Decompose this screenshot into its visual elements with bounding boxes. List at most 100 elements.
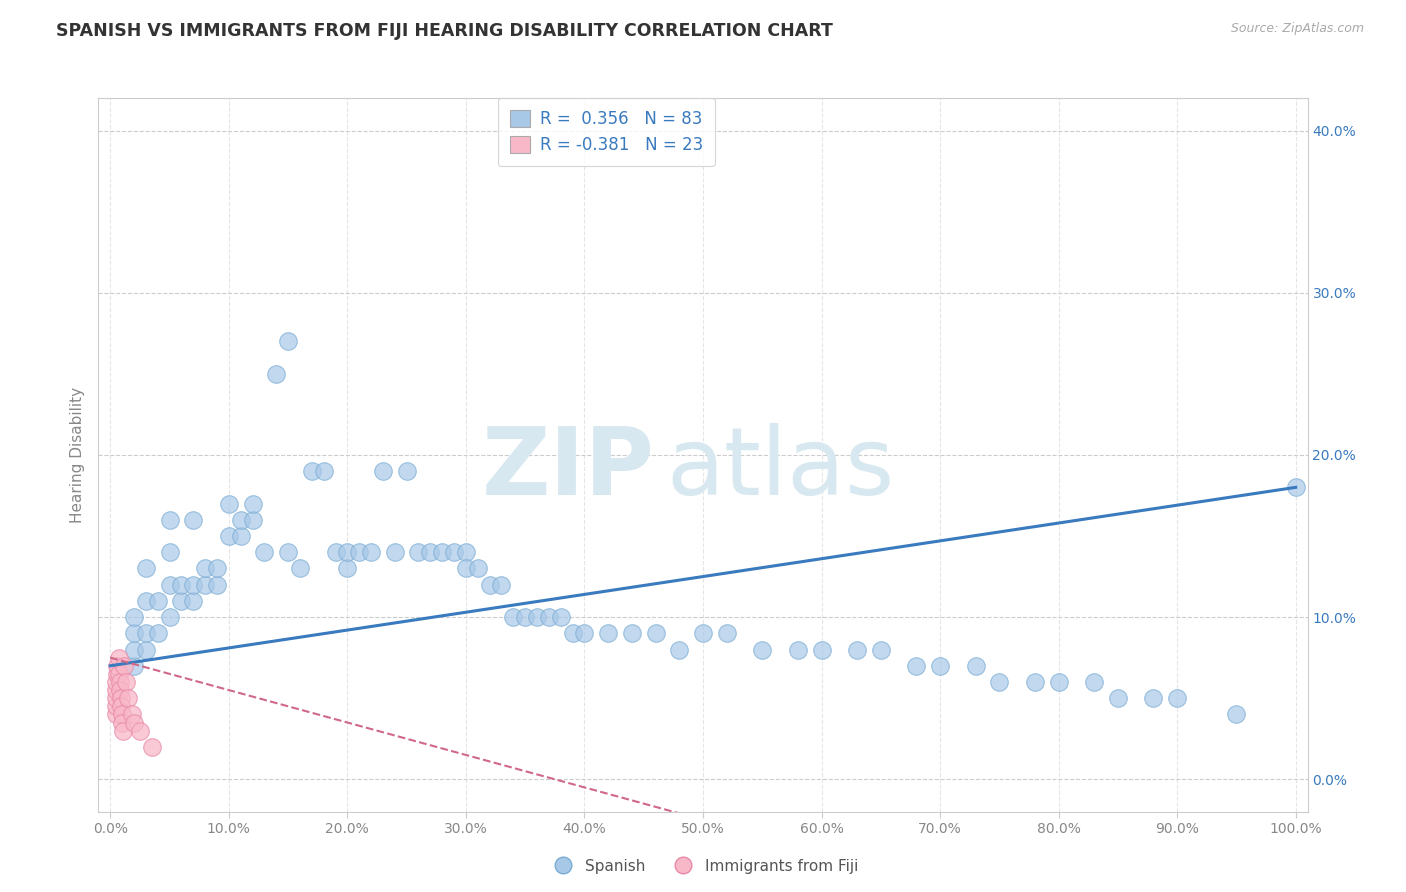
Point — [692, 626, 714, 640]
Point — [336, 561, 359, 575]
Point — [105, 691, 128, 706]
Point — [159, 577, 181, 591]
Point — [105, 658, 128, 673]
Point — [360, 545, 382, 559]
Point — [108, 683, 131, 698]
Point — [620, 626, 643, 640]
Point — [408, 545, 430, 559]
Point — [107, 666, 129, 681]
Point — [347, 545, 370, 559]
Point — [574, 626, 596, 640]
Point — [218, 529, 240, 543]
Point — [253, 545, 276, 559]
Point — [1107, 691, 1129, 706]
Text: ZIP: ZIP — [482, 423, 655, 516]
Point — [135, 642, 157, 657]
Point — [170, 594, 193, 608]
Point — [384, 545, 406, 559]
Point — [786, 642, 808, 657]
Point — [277, 334, 299, 349]
Legend: Spanish, Immigrants from Fiji: Spanish, Immigrants from Fiji — [541, 853, 865, 880]
Point — [312, 464, 335, 478]
Point — [112, 723, 135, 738]
Point — [159, 610, 181, 624]
Point — [242, 513, 264, 527]
Point — [218, 497, 240, 511]
Point — [121, 707, 143, 722]
Point — [443, 545, 465, 559]
Point — [141, 739, 163, 754]
Point — [122, 610, 145, 624]
Point — [288, 561, 311, 575]
Point — [205, 577, 228, 591]
Point — [194, 561, 217, 575]
Point — [181, 513, 204, 527]
Point — [1166, 691, 1188, 706]
Point — [111, 707, 134, 722]
Point — [159, 545, 181, 559]
Legend: R =  0.356   N = 83, R = -0.381   N = 23: R = 0.356 N = 83, R = -0.381 N = 23 — [498, 98, 714, 166]
Point — [550, 610, 572, 624]
Point — [1285, 480, 1308, 494]
Point — [395, 464, 418, 478]
Point — [515, 610, 537, 624]
Text: Source: ZipAtlas.com: Source: ZipAtlas.com — [1230, 22, 1364, 36]
Point — [810, 642, 832, 657]
Point — [846, 642, 869, 657]
Point — [135, 594, 157, 608]
Text: atlas: atlas — [666, 423, 896, 516]
Point — [117, 691, 139, 706]
Point — [325, 545, 347, 559]
Point — [371, 464, 394, 478]
Text: SPANISH VS IMMIGRANTS FROM FIJI HEARING DISABILITY CORRELATION CHART: SPANISH VS IMMIGRANTS FROM FIJI HEARING … — [56, 22, 834, 40]
Point — [419, 545, 441, 559]
Point — [146, 594, 169, 608]
Point — [111, 715, 134, 730]
Point — [668, 642, 690, 657]
Point — [454, 561, 477, 575]
Point — [929, 658, 952, 673]
Point — [1083, 675, 1105, 690]
Point — [110, 699, 132, 714]
Point — [716, 626, 738, 640]
Point — [181, 577, 204, 591]
Point — [242, 497, 264, 511]
Point — [129, 723, 152, 738]
Point — [454, 545, 477, 559]
Point — [135, 626, 157, 640]
Point — [988, 675, 1011, 690]
Point — [105, 707, 128, 722]
Point — [869, 642, 891, 657]
Point — [1142, 691, 1164, 706]
Point — [181, 594, 204, 608]
Point — [301, 464, 323, 478]
Point — [114, 658, 136, 673]
Point — [905, 658, 928, 673]
Point — [105, 675, 128, 690]
Point — [229, 513, 252, 527]
Point — [526, 610, 548, 624]
Point — [751, 642, 773, 657]
Point — [478, 577, 501, 591]
Point — [1225, 707, 1247, 722]
Point — [110, 691, 132, 706]
Point — [229, 529, 252, 543]
Point — [502, 610, 524, 624]
Point — [205, 561, 228, 575]
Point — [122, 715, 145, 730]
Point — [135, 561, 157, 575]
Point — [122, 626, 145, 640]
Point — [159, 513, 181, 527]
Point — [537, 610, 560, 624]
Point — [491, 577, 513, 591]
Point — [146, 626, 169, 640]
Y-axis label: Hearing Disability: Hearing Disability — [70, 387, 86, 523]
Point — [598, 626, 620, 640]
Point — [467, 561, 489, 575]
Point — [105, 699, 128, 714]
Point — [122, 658, 145, 673]
Point — [1024, 675, 1046, 690]
Point — [1047, 675, 1070, 690]
Point — [105, 666, 128, 681]
Point — [561, 626, 583, 640]
